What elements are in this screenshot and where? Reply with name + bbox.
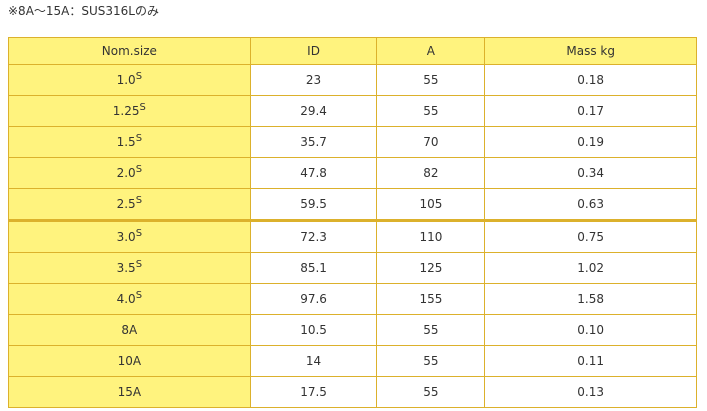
table-row: 2.5S 59.5 105 0.63 <box>8 188 697 222</box>
header-a: A <box>376 37 486 65</box>
cell-a: 110 <box>376 220 486 253</box>
cell-id: 72.3 <box>249 220 378 253</box>
size-superscript: S <box>139 102 146 113</box>
cell-nom-size: 1.25S <box>8 95 251 127</box>
cell-nom-size: 15A <box>8 376 251 408</box>
header-mass: Mass kg <box>484 37 697 65</box>
table-row: 4.0S 97.6 155 1.58 <box>8 283 697 315</box>
cell-id: 29.4 <box>249 95 378 127</box>
cell-id: 10.5 <box>249 314 378 346</box>
cell-mass: 0.18 <box>484 64 697 96</box>
cell-nom-size: 3.5S <box>8 252 251 284</box>
cell-mass: 0.11 <box>484 345 697 377</box>
cell-nom-size: 2.5S <box>8 188 251 222</box>
size-superscript: S <box>135 290 143 301</box>
table-row: 3.0S 72.3 110 0.75 <box>8 220 697 253</box>
size-value: 3.0 <box>116 230 136 244</box>
table-row: 15A 17.5 55 0.13 <box>8 376 697 408</box>
cell-id: 23 <box>249 64 378 96</box>
table-row: 10A 14 55 0.11 <box>8 345 697 377</box>
table-row: 8A 10.5 55 0.10 <box>8 314 697 346</box>
cell-a: 125 <box>376 252 486 284</box>
cell-mass: 0.13 <box>484 376 697 408</box>
size-superscript: S <box>135 164 143 175</box>
cell-mass: 0.63 <box>484 188 697 222</box>
header-nom-size: Nom.size <box>8 37 251 65</box>
cell-nom-size: 2.0S <box>8 157 251 189</box>
table-row: 3.5S 85.1 125 1.02 <box>8 252 697 284</box>
cell-id: 97.6 <box>249 283 378 315</box>
cell-id: 14 <box>249 345 378 377</box>
size-value: 1.0 <box>116 73 136 87</box>
cell-mass: 0.17 <box>484 95 697 127</box>
cell-id: 85.1 <box>249 252 378 284</box>
cell-a: 82 <box>376 157 486 189</box>
size-value: 2.0 <box>116 166 136 180</box>
size-superscript: S <box>135 71 143 82</box>
cell-nom-size: 1.5S <box>8 126 251 158</box>
size-value: 1.5 <box>116 135 136 149</box>
cell-a: 55 <box>376 64 486 96</box>
cell-nom-size: 1.0S <box>8 64 251 96</box>
cell-nom-size: 8A <box>8 314 251 346</box>
cell-a: 155 <box>376 283 486 315</box>
table-row: 1.0S 23 55 0.18 <box>8 64 697 96</box>
size-value: 4.0 <box>116 292 136 306</box>
cell-mass: 0.34 <box>484 157 697 189</box>
cell-nom-size: 10A <box>8 345 251 377</box>
cell-a: 105 <box>376 188 486 222</box>
size-value: 2.5 <box>116 197 136 211</box>
size-superscript: S <box>135 133 143 144</box>
cell-a: 55 <box>376 314 486 346</box>
table-header-row: Nom.size ID A Mass kg <box>8 37 697 65</box>
size-value: 8A <box>121 323 138 337</box>
cell-id: 47.8 <box>249 157 378 189</box>
cell-id: 17.5 <box>249 376 378 408</box>
cell-mass: 0.75 <box>484 220 697 253</box>
cell-nom-size: 4.0S <box>8 283 251 315</box>
material-note: ※8A～15A：SUS316Lのみ <box>8 4 159 18</box>
spec-table: Nom.size ID A Mass kg 1.0S 23 55 0.18 1.25S 2… <box>8 37 697 408</box>
cell-mass: 1.58 <box>484 283 697 315</box>
cell-a: 55 <box>376 95 486 127</box>
size-value: 3.5 <box>116 261 136 275</box>
cell-mass: 0.19 <box>484 126 697 158</box>
cell-nom-size: 3.0S <box>8 220 251 253</box>
header-id: ID <box>249 37 378 65</box>
cell-a: 55 <box>376 376 486 408</box>
table-row: 1.25S 29.4 55 0.17 <box>8 95 697 127</box>
size-value: 1.25 <box>112 104 140 118</box>
cell-a: 70 <box>376 126 486 158</box>
size-value: 10A <box>117 354 142 368</box>
cell-id: 35.7 <box>249 126 378 158</box>
cell-mass: 0.10 <box>484 314 697 346</box>
size-superscript: S <box>135 259 143 270</box>
cell-id: 59.5 <box>249 188 378 222</box>
cell-a: 55 <box>376 345 486 377</box>
size-value: 15A <box>117 385 142 399</box>
cell-mass: 1.02 <box>484 252 697 284</box>
table-row: 2.0S 47.8 82 0.34 <box>8 157 697 189</box>
table-row: 1.5S 35.7 70 0.19 <box>8 126 697 158</box>
size-superscript: S <box>135 228 143 239</box>
size-superscript: S <box>135 195 143 206</box>
